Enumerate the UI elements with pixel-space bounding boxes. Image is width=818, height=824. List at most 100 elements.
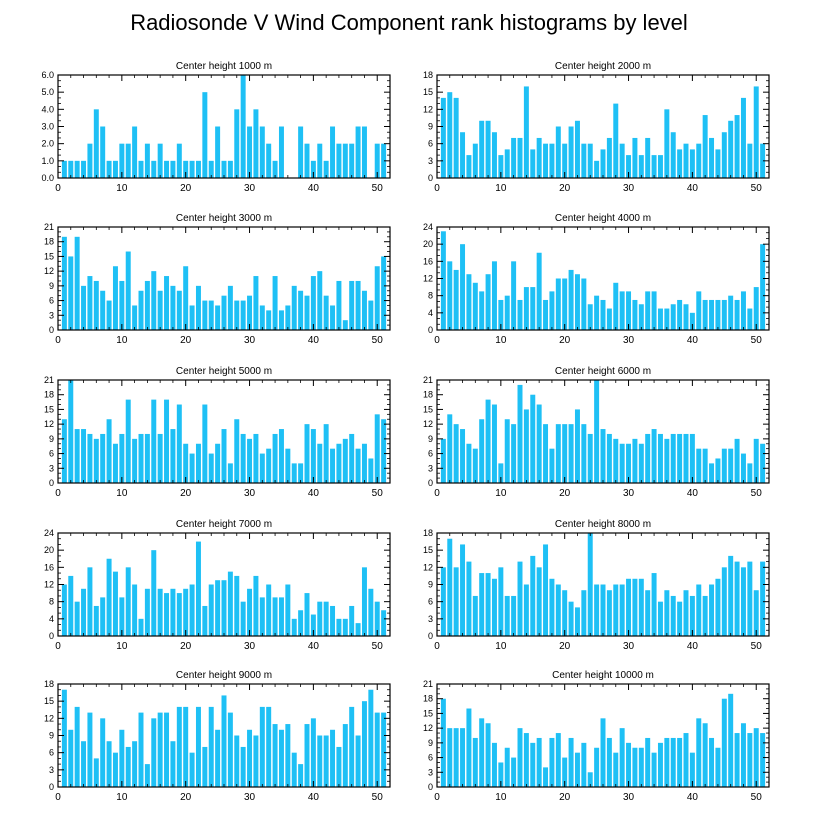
bar	[87, 433, 93, 483]
bar	[721, 299, 727, 330]
bar	[670, 132, 676, 178]
y-tick-label: 20	[423, 239, 433, 249]
bar	[189, 453, 195, 483]
bar	[619, 143, 625, 178]
bar	[523, 584, 529, 636]
bar	[342, 143, 348, 178]
bar	[259, 453, 265, 483]
bar	[381, 256, 387, 330]
bar	[613, 103, 619, 178]
bar	[374, 414, 380, 483]
bar	[247, 438, 253, 483]
y-tick-label: 6	[428, 753, 433, 763]
y-tick-label: 15	[423, 708, 433, 718]
bar	[517, 728, 523, 787]
bar	[517, 561, 523, 636]
bar	[753, 728, 759, 787]
bar	[760, 561, 766, 636]
bar	[132, 741, 138, 787]
bar	[170, 741, 176, 787]
bar	[702, 448, 708, 483]
y-tick-label: 3.0	[41, 122, 54, 132]
bar	[702, 723, 708, 787]
bar	[183, 588, 189, 636]
bar	[568, 126, 574, 178]
bar	[645, 590, 651, 636]
bar	[689, 595, 695, 636]
bar	[677, 149, 683, 178]
bar	[523, 733, 529, 787]
bar	[304, 295, 310, 330]
bar	[285, 305, 291, 330]
bar	[453, 269, 459, 330]
bar	[626, 291, 632, 331]
bar	[61, 584, 67, 636]
bar	[151, 718, 157, 787]
bar	[278, 597, 284, 637]
bar	[368, 588, 374, 636]
bar	[74, 160, 80, 178]
bar	[215, 729, 221, 787]
bar	[125, 251, 131, 330]
bar	[164, 712, 170, 787]
y-tick-label: 0	[49, 325, 54, 335]
x-tick-label: 20	[180, 488, 192, 499]
bar	[272, 597, 278, 637]
bar	[657, 601, 663, 636]
bar	[298, 126, 304, 178]
y-tick-label: 20	[44, 545, 54, 555]
bar	[651, 291, 657, 331]
bar	[310, 160, 316, 178]
bar	[304, 143, 310, 178]
bar	[498, 155, 504, 178]
panel-title: Center height 3000 m	[176, 213, 272, 224]
bar	[447, 414, 453, 483]
y-tick-label: 0	[428, 173, 433, 183]
x-tick-label: 40	[687, 488, 699, 499]
bar	[119, 729, 125, 787]
bar	[157, 712, 163, 787]
panel-title: Center height 6000 m	[555, 366, 651, 377]
bar	[132, 584, 138, 636]
bar	[683, 433, 689, 483]
bar	[100, 290, 106, 330]
bar	[93, 605, 99, 636]
panel-title: Center height 4000 m	[555, 213, 651, 224]
bar	[721, 132, 727, 178]
bar	[138, 433, 144, 483]
bar	[740, 567, 746, 636]
bar	[460, 544, 466, 636]
bar	[638, 443, 644, 483]
bar	[709, 299, 715, 330]
bar	[240, 75, 246, 178]
y-tick-label: 18	[423, 694, 433, 704]
bar	[600, 149, 606, 178]
bar	[479, 573, 485, 636]
bar	[657, 433, 663, 483]
bar	[227, 712, 233, 787]
bar	[259, 597, 265, 637]
bar	[626, 742, 632, 787]
bar	[677, 299, 683, 330]
bar	[734, 115, 740, 178]
y-tick-label: 6	[49, 296, 54, 306]
panel-title: Center height 10000 m	[552, 670, 654, 681]
bar	[683, 590, 689, 636]
bar	[670, 595, 676, 636]
bar	[447, 261, 453, 330]
bar	[138, 160, 144, 178]
bar	[176, 290, 182, 330]
bar	[753, 287, 759, 330]
x-tick-label: 50	[372, 641, 384, 652]
bar	[202, 92, 208, 178]
bar	[600, 718, 606, 787]
bar	[466, 274, 472, 330]
bar	[208, 453, 214, 483]
bar	[696, 448, 702, 483]
y-tick-label: 9	[49, 731, 54, 741]
bar	[555, 424, 561, 483]
x-tick-label: 10	[495, 335, 507, 346]
bar	[330, 448, 336, 483]
bar	[336, 618, 342, 636]
